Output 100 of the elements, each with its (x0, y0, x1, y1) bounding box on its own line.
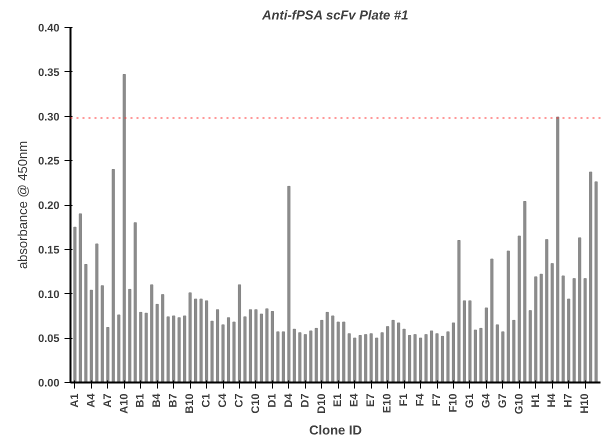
bar (594, 181, 598, 382)
bar (457, 240, 461, 382)
x-tick-label: G4 (480, 392, 492, 408)
bar (78, 213, 82, 382)
bar (210, 320, 214, 382)
bar (156, 304, 159, 382)
x-tick-label: D10 (316, 393, 328, 414)
bar (326, 312, 329, 382)
bar (144, 312, 148, 382)
bar (238, 284, 242, 382)
bar (496, 324, 499, 382)
x-tick-label: G10 (513, 393, 526, 414)
x-tick-label: C1 (200, 394, 213, 408)
bar (166, 316, 170, 382)
bar (348, 333, 351, 382)
x-tick-label: H1 (530, 394, 542, 408)
bar (188, 292, 192, 382)
bar (199, 298, 203, 382)
bar (270, 311, 274, 382)
bar (512, 320, 516, 382)
bar (342, 322, 346, 382)
bar (298, 332, 302, 382)
bar (100, 285, 104, 382)
bar (562, 276, 565, 382)
bar (84, 264, 88, 382)
bar (139, 312, 142, 382)
bar (287, 186, 290, 382)
y-tick-label: 0.40 (38, 22, 60, 34)
bar (446, 331, 450, 382)
x-tick-label: A10 (118, 393, 130, 414)
bar (452, 322, 456, 382)
bar (226, 317, 230, 382)
y-tick-label: 0.05 (38, 333, 60, 346)
bar (523, 200, 526, 382)
bar (397, 322, 400, 382)
bar (578, 237, 582, 382)
bar (440, 336, 444, 382)
bar (386, 326, 390, 382)
x-tick-label: C10 (250, 393, 262, 414)
bar (528, 310, 532, 382)
x-axis-title: Clone ID (309, 422, 362, 438)
x-tick-label: B4 (151, 392, 164, 408)
bar (430, 330, 434, 382)
chart-title: Anti-fPSA scFv Plate #1 (261, 8, 408, 22)
bar (194, 298, 198, 382)
bar (358, 334, 362, 382)
bar (183, 315, 186, 382)
bar (364, 334, 368, 382)
y-tick-label: 0.20 (38, 200, 60, 212)
bar (402, 328, 406, 382)
bar (128, 288, 132, 382)
bar (216, 309, 220, 382)
bar (413, 334, 417, 382)
bar (304, 334, 307, 382)
y-tick-label: 0.30 (38, 111, 60, 124)
bar (479, 328, 482, 382)
x-tick-label: E10 (382, 393, 394, 414)
bar (435, 333, 439, 382)
bar (501, 331, 504, 382)
bar (408, 334, 412, 382)
bar (178, 317, 181, 382)
x-tick-label: G1 (464, 393, 476, 408)
bar (161, 294, 164, 382)
x-tick-label: D4 (282, 392, 295, 408)
bar (134, 222, 137, 382)
bar (106, 326, 110, 382)
bar (353, 338, 356, 382)
x-tick-label: E7 (365, 393, 378, 407)
bar (254, 309, 258, 382)
bar (484, 307, 488, 382)
bar (276, 331, 280, 382)
x-tick-label: D7 (299, 394, 312, 408)
bar (331, 315, 334, 382)
y-tick-label: 0.25 (38, 156, 60, 168)
bar (506, 250, 510, 382)
bar (73, 226, 76, 382)
bar (172, 315, 176, 382)
bar (282, 331, 285, 382)
x-tick-label: C7 (233, 394, 246, 408)
bar (292, 328, 296, 382)
bar (314, 328, 318, 382)
x-tick-label: H4 (546, 392, 558, 408)
y-tick-label: 0.10 (38, 288, 60, 301)
bar (545, 239, 548, 382)
x-tick-label: F4 (414, 392, 427, 406)
x-tick-label: B10 (184, 393, 196, 414)
bar (567, 298, 570, 382)
bar (462, 300, 466, 382)
x-tick-label: F10 (447, 393, 460, 412)
y-tick-label: 0.00 (38, 378, 60, 390)
bar (424, 334, 428, 382)
bar (336, 322, 340, 382)
bar (534, 276, 538, 382)
bar (468, 300, 472, 382)
x-tick-label: B1 (134, 394, 147, 408)
bar (117, 314, 120, 382)
x-tick-label: A1 (68, 394, 81, 408)
x-tick-label: F7 (431, 393, 443, 406)
bar (309, 330, 312, 382)
bar (112, 169, 115, 382)
